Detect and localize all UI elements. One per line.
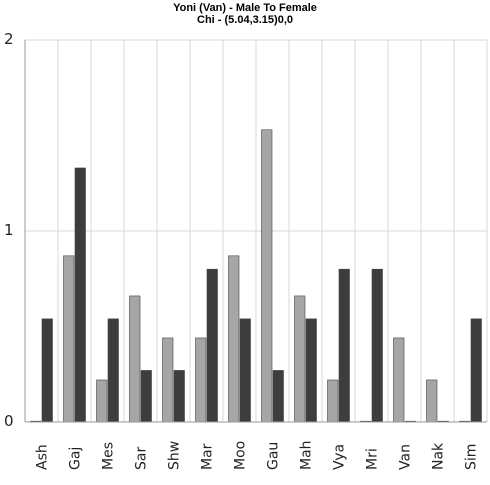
bar-series-1-moo: [228, 255, 240, 423]
bar-series-2-ash: [41, 318, 53, 423]
x-tick-label-gau: Gau: [266, 442, 282, 470]
bar-series-1-vya: [327, 379, 339, 423]
bars: [30, 129, 482, 423]
x-tick-label-shw: Shw: [167, 441, 183, 470]
axes: [24, 40, 487, 423]
bar-series-1-shw: [162, 337, 174, 423]
x-tick-label-ash: Ash: [35, 444, 51, 470]
x-tick-label-mah: Mah: [299, 440, 315, 470]
bar-series-2-sar: [140, 370, 152, 423]
bar-series-2-sim: [470, 318, 482, 423]
x-tick-label-nak: Nak: [431, 442, 447, 470]
y-tick-label: 0: [4, 412, 14, 430]
x-tick-label-vya: Vya: [332, 444, 348, 470]
tick-labels: 0 1 2 Ash Gaj Mes Sar Shw Mar Moo Gau Mah Vya Mri Van N…: [4, 30, 480, 470]
bar-series-1-gaj: [63, 255, 75, 423]
bar-series-2-mah: [305, 318, 317, 423]
bar-series-2-shw: [173, 370, 185, 423]
x-tick-label-sar: Sar: [134, 447, 150, 470]
bar-series-2-mri: [371, 268, 383, 423]
x-tick-label-van: Van: [398, 444, 414, 470]
x-tick-label-mri: Mri: [365, 448, 381, 470]
x-tick-label-moo: Moo: [233, 441, 249, 470]
grid-lines: [24, 39, 488, 423]
bar-series-1-nak: [426, 379, 438, 423]
x-tick-label-mes: Mes: [101, 442, 117, 470]
bar-series-1-gau: [261, 129, 273, 423]
chart-title: Yoni (Van) - Male To Female: [173, 2, 317, 14]
bar-series-1-mar: [195, 337, 207, 423]
bar-series-1-van: [393, 337, 405, 423]
chart-subtitle: Chi - (5.04,3.15)0,0: [197, 14, 293, 26]
bar-series-2-mes: [107, 318, 119, 423]
bar-series-2-gau: [272, 370, 284, 423]
bar-series-2-mar: [206, 268, 218, 423]
x-tick-label-mar: Mar: [200, 443, 216, 470]
bar-series-2-moo: [239, 318, 251, 423]
x-tick-label-gaj: Gaj: [68, 447, 84, 470]
bar-series-2-gaj: [74, 167, 86, 423]
y-tick-label: 2: [4, 30, 14, 48]
bar-series-2-vya: [338, 268, 350, 423]
bar-series-1-sar: [129, 295, 141, 423]
y-tick-label: 1: [4, 221, 14, 239]
x-tick-label-sim: Sim: [464, 444, 480, 470]
bar-series-1-mah: [294, 295, 306, 423]
bar-series-1-mes: [96, 379, 108, 423]
